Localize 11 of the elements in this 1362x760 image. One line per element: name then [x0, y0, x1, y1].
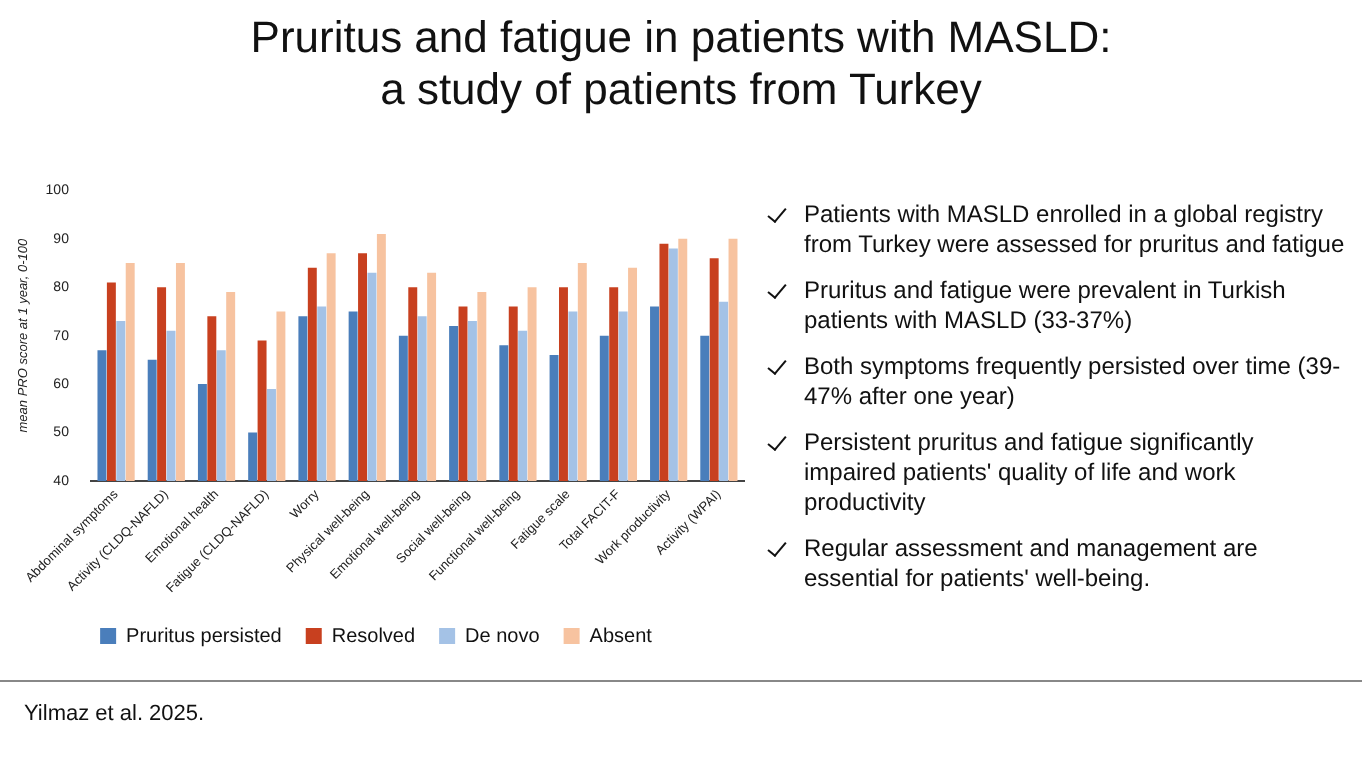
text: Persistent pruritus and fatigue significantly impaired patients' quality of life and work productivity: [804, 428, 1254, 516]
chart-title: Pruritus and fatigue in patients with MASLD: a study of patients from Turkey: [248, 12, 1114, 116]
text: Patients with MASLD enrolled in a global registry from Turkey were assessed for pruritus and fatigue: [804, 200, 1345, 258]
legend-label: Absent: [589, 625, 653, 648]
text: Yilmaz et al. 2025.: [24, 702, 205, 726]
legend-label: De novo: [465, 625, 541, 648]
legend-label: Pruritus persisted: [126, 625, 282, 648]
text: Both symptoms frequently persisted over time (39-47% after one year): [804, 352, 1341, 410]
text: Pruritus and fatigue were prevalent in Turkish patients with MASLD (33-37%): [804, 276, 1286, 334]
text: Regular assessment and management are essential for patients' well-being.: [804, 534, 1258, 592]
legend-label: Resolved: [331, 625, 416, 648]
